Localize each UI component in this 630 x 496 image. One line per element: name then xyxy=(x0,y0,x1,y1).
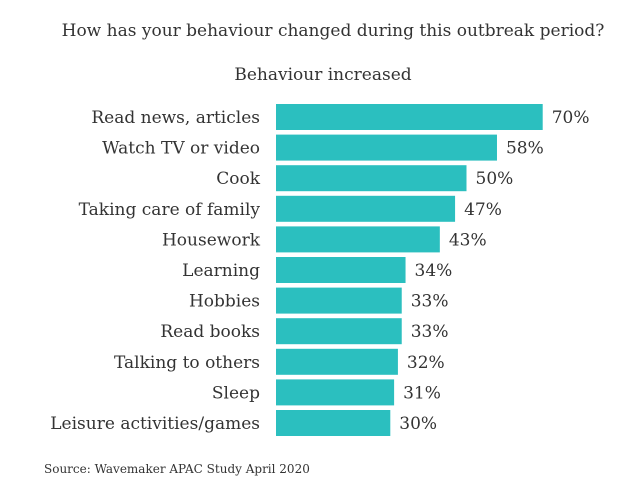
category-label: Learning xyxy=(182,261,260,281)
category-label: Read news, articles xyxy=(91,108,260,128)
bars-group: Read news, articles 70% Watch TV or video 5… xyxy=(50,104,589,436)
source-note: Source: Wavemaker APAC Study April 2020 xyxy=(44,462,310,476)
category-label: Read books xyxy=(160,322,260,342)
value-label: 32% xyxy=(407,353,445,373)
value-label: 33% xyxy=(411,292,449,312)
category-label: Leisure activities/games xyxy=(50,414,260,434)
category-label: Sleep xyxy=(212,383,260,403)
bar xyxy=(276,195,456,222)
value-label: 58% xyxy=(506,139,544,159)
category-label: Hobbies xyxy=(189,292,260,312)
category-label: Taking care of family xyxy=(79,200,261,220)
category-label: Cook xyxy=(216,169,260,189)
value-label: 70% xyxy=(552,108,590,128)
value-label: 30% xyxy=(399,414,437,434)
bar xyxy=(276,257,406,283)
chart-subtitle: Behaviour increased xyxy=(234,65,411,85)
chart-title: How has your behaviour changed during th… xyxy=(62,21,605,41)
bar xyxy=(276,165,467,192)
category-label: Housework xyxy=(162,230,261,250)
bar xyxy=(276,318,402,345)
value-label: 50% xyxy=(476,169,514,189)
category-label: Watch TV or video xyxy=(102,139,260,159)
value-label: 43% xyxy=(449,230,487,250)
value-label: 31% xyxy=(403,383,441,403)
bar xyxy=(276,379,395,406)
value-label: 47% xyxy=(464,200,502,220)
bar xyxy=(276,104,543,130)
value-label: 33% xyxy=(411,322,449,342)
value-label: 34% xyxy=(415,261,453,281)
bar xyxy=(276,287,402,314)
bar xyxy=(276,134,497,161)
bar xyxy=(276,348,398,375)
bar xyxy=(276,226,440,253)
bar xyxy=(276,410,391,436)
category-label: Talking to others xyxy=(114,353,260,373)
